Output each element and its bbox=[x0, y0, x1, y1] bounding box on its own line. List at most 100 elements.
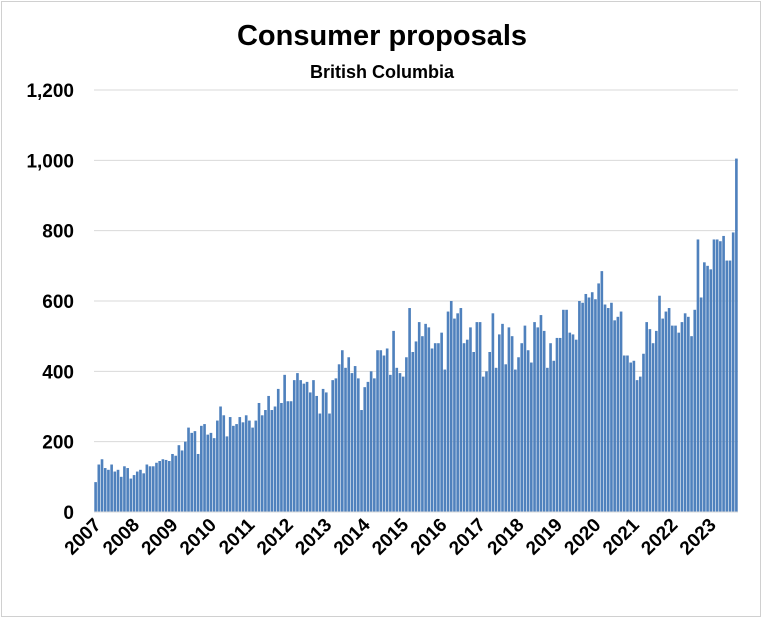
bar bbox=[257, 402, 261, 512]
bar bbox=[347, 357, 351, 512]
bar bbox=[587, 297, 591, 512]
bar bbox=[648, 329, 652, 512]
bar bbox=[465, 339, 469, 512]
bar bbox=[212, 438, 216, 512]
x-tick-label: 2017 bbox=[445, 515, 490, 560]
bar bbox=[552, 360, 556, 512]
bar bbox=[94, 482, 97, 512]
bar bbox=[664, 311, 668, 512]
x-tick-label: 2023 bbox=[676, 515, 721, 560]
bar bbox=[472, 351, 475, 512]
bar bbox=[491, 313, 495, 512]
bar bbox=[427, 327, 431, 513]
x-tick-label: 2013 bbox=[291, 515, 336, 560]
bar bbox=[283, 374, 286, 512]
x-tick-label: 2012 bbox=[253, 515, 298, 560]
bar bbox=[405, 357, 408, 512]
bar bbox=[671, 325, 674, 512]
bar bbox=[517, 357, 520, 512]
bar bbox=[344, 367, 347, 512]
x-tick-label: 2018 bbox=[484, 515, 529, 560]
bar bbox=[289, 401, 293, 512]
bar bbox=[373, 378, 376, 512]
bar bbox=[155, 462, 158, 512]
bar bbox=[642, 353, 645, 512]
bar bbox=[379, 350, 383, 512]
bar bbox=[119, 476, 123, 512]
bar bbox=[680, 322, 684, 512]
bar bbox=[478, 322, 482, 512]
x-axis: 2007200820092010201120122013201420152016… bbox=[61, 511, 738, 560]
bar bbox=[658, 295, 661, 512]
chart-subtitle: British Columbia bbox=[309, 62, 454, 82]
bar bbox=[629, 362, 632, 512]
bar bbox=[392, 330, 395, 512]
bar bbox=[369, 371, 373, 512]
bar bbox=[446, 311, 450, 512]
bar bbox=[113, 471, 117, 512]
bar bbox=[568, 332, 572, 512]
x-tick-label: 2014 bbox=[330, 514, 375, 559]
bar bbox=[145, 464, 149, 512]
bar bbox=[331, 380, 335, 513]
y-tick-label: 400 bbox=[42, 362, 74, 383]
bar bbox=[363, 387, 367, 512]
bar bbox=[376, 350, 379, 512]
bar bbox=[305, 381, 309, 512]
bar bbox=[590, 292, 594, 512]
bar bbox=[200, 425, 203, 512]
bar bbox=[184, 441, 187, 512]
y-tick-label: 0 bbox=[63, 503, 74, 524]
bar bbox=[350, 373, 354, 512]
bar bbox=[260, 415, 264, 512]
bar bbox=[389, 374, 392, 512]
bar bbox=[469, 327, 472, 513]
bar bbox=[645, 322, 648, 512]
y-tick-label: 200 bbox=[42, 433, 74, 454]
bar bbox=[715, 239, 719, 512]
bar bbox=[584, 293, 588, 512]
bar bbox=[542, 330, 546, 512]
bar bbox=[366, 381, 370, 512]
bar bbox=[507, 327, 511, 513]
bar bbox=[228, 417, 232, 512]
bar bbox=[481, 376, 485, 512]
y-tick-label: 800 bbox=[42, 222, 74, 243]
bar bbox=[728, 260, 732, 512]
bar bbox=[520, 343, 524, 512]
bar bbox=[626, 355, 629, 512]
bar bbox=[703, 262, 706, 512]
bar bbox=[453, 318, 456, 512]
x-tick-label: 2016 bbox=[407, 515, 452, 560]
bar bbox=[449, 301, 453, 512]
bar bbox=[286, 401, 290, 512]
bar bbox=[328, 413, 331, 512]
bar bbox=[632, 360, 636, 512]
x-tick-label: 2019 bbox=[522, 515, 567, 560]
bar bbox=[488, 351, 492, 512]
bar bbox=[177, 445, 181, 512]
bar bbox=[594, 299, 597, 512]
bar bbox=[318, 413, 322, 512]
bar bbox=[238, 417, 242, 512]
bar bbox=[603, 304, 607, 512]
bar bbox=[539, 315, 543, 512]
y-tick-label: 600 bbox=[42, 292, 74, 313]
bar bbox=[190, 432, 194, 513]
y-tick-label: 1,000 bbox=[26, 151, 74, 172]
bar bbox=[382, 355, 386, 512]
bar bbox=[264, 410, 267, 512]
bar bbox=[164, 459, 168, 512]
bar bbox=[440, 332, 443, 512]
bar bbox=[530, 362, 533, 512]
x-tick-label: 2010 bbox=[176, 515, 221, 560]
bar bbox=[526, 350, 530, 512]
bar bbox=[635, 380, 639, 513]
bar bbox=[510, 336, 514, 512]
bar bbox=[123, 466, 126, 512]
x-tick-label: 2021 bbox=[599, 514, 644, 559]
bar bbox=[581, 302, 584, 512]
bar bbox=[385, 348, 389, 512]
bars bbox=[94, 158, 738, 513]
bar bbox=[158, 461, 161, 512]
